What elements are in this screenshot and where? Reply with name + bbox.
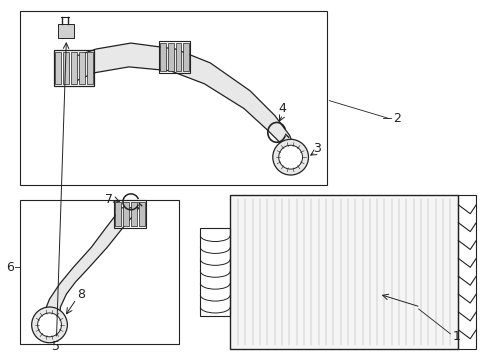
Bar <box>200 228 230 316</box>
Circle shape <box>278 145 302 169</box>
Bar <box>71 52 77 84</box>
Polygon shape <box>76 43 294 155</box>
Text: 1: 1 <box>451 330 459 343</box>
Bar <box>139 202 144 226</box>
Bar <box>160 43 165 71</box>
Bar <box>131 202 137 226</box>
Bar <box>87 52 93 84</box>
Bar <box>114 200 145 228</box>
Bar <box>158 41 190 73</box>
Text: 7: 7 <box>105 193 113 206</box>
Polygon shape <box>41 208 139 329</box>
Bar <box>54 50 94 86</box>
Bar <box>59 24 74 38</box>
Bar <box>20 11 326 185</box>
Bar <box>167 43 173 71</box>
Circle shape <box>272 139 308 175</box>
Bar <box>457 195 475 349</box>
Bar <box>55 52 61 84</box>
Text: 4: 4 <box>278 102 286 115</box>
Bar <box>115 202 121 226</box>
Text: 6: 6 <box>6 261 14 274</box>
Bar <box>122 202 129 226</box>
Bar <box>79 52 85 84</box>
Text: 2: 2 <box>392 112 400 125</box>
Circle shape <box>32 307 67 343</box>
Bar <box>20 200 178 344</box>
Bar <box>230 195 457 349</box>
Bar <box>175 43 181 71</box>
Text: 8: 8 <box>77 288 85 301</box>
Circle shape <box>38 313 61 337</box>
Bar <box>63 52 69 84</box>
Text: 3: 3 <box>313 142 321 155</box>
Text: 5: 5 <box>52 340 61 353</box>
Bar <box>183 43 189 71</box>
